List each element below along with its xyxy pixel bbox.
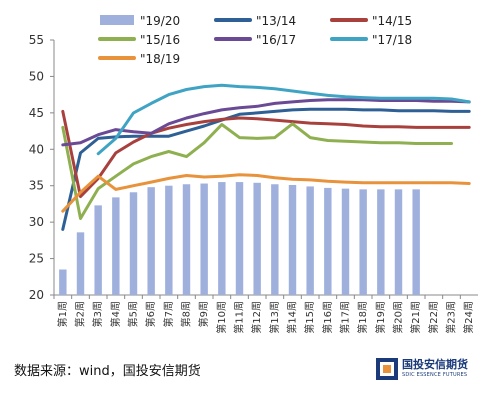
bar-19-20 xyxy=(288,184,297,295)
bar-19-20 xyxy=(200,183,208,295)
bar-19-20 xyxy=(182,184,191,295)
legend-label: "19/20 xyxy=(140,14,180,28)
bar-19-20 xyxy=(235,182,244,295)
y-tick-label: 55 xyxy=(29,33,44,47)
x-tick-label: 第1周 xyxy=(56,301,69,327)
x-tick-label: 第22周 xyxy=(427,301,440,334)
bar-19-20 xyxy=(165,185,173,295)
series-line-2 xyxy=(61,122,453,220)
x-tick-label: 第12周 xyxy=(250,301,263,334)
x-tick-label: 第7周 xyxy=(162,301,175,327)
bar-19-20 xyxy=(253,182,261,295)
logo-name-cn: 国投安信期货 xyxy=(402,358,468,371)
bar-19-20 xyxy=(112,197,120,295)
legend: "19/20 "13/14 "14/15 "15/16 "16/17 "17/18 "18/… xyxy=(98,14,412,66)
legend-label: "18/19 xyxy=(140,52,180,66)
y-tick-label: 30 xyxy=(29,215,44,229)
series-line-0 xyxy=(61,107,471,231)
bar-19-20 xyxy=(271,184,279,295)
bar-19-20 xyxy=(94,205,102,295)
x-tick-label: 第5周 xyxy=(127,301,140,327)
x-tick-label: 第4周 xyxy=(109,301,122,327)
logo-mark-icon xyxy=(376,358,398,380)
bar-19-20 xyxy=(359,189,367,295)
bar-19-20 xyxy=(341,188,350,295)
chart: 20 25 30 35 40 45 50 55 第1周 第2周 第3周 第4周 第5周 第6周 第7周 第8… xyxy=(29,14,478,334)
series-line-3 xyxy=(61,98,471,147)
x-tick-label: 第11周 xyxy=(233,301,246,334)
x-tick-label: 第23周 xyxy=(445,301,458,334)
bar-19-20 xyxy=(412,189,420,295)
bar-series xyxy=(59,182,420,295)
y-tick-label: 25 xyxy=(29,252,44,266)
x-tick-label: 第19周 xyxy=(374,301,387,334)
legend-swatch xyxy=(100,15,134,25)
legend-label: "14/15 xyxy=(372,14,412,28)
x-tick-label: 第18周 xyxy=(356,301,369,334)
x-tick-label: 第17周 xyxy=(339,301,352,334)
x-tick-label: 第9周 xyxy=(197,301,210,327)
x-tick-label: 第15周 xyxy=(303,301,316,334)
bar-19-20 xyxy=(377,189,385,295)
logo-name-en: SDIC ESSENCE FUTURES xyxy=(402,372,468,378)
legend-label: "13/14 xyxy=(256,14,296,28)
legend-label: "16/17 xyxy=(256,33,296,47)
x-tick-label: 第24周 xyxy=(462,301,475,334)
y-tick-label: 50 xyxy=(29,69,44,83)
x-tick-label: 第6周 xyxy=(144,301,157,327)
x-tick-label: 第13周 xyxy=(268,301,281,334)
y-tick-label: 35 xyxy=(29,179,44,193)
x-tick-label: 第16周 xyxy=(321,301,334,334)
x-tick-label: 第10周 xyxy=(215,301,228,334)
x-tick-label: 第8周 xyxy=(180,301,193,327)
x-axis: 第1周 第2周 第3周 第4周 第5周 第6周 第7周 第8周 第9周 第10周 第11周 第12周第… xyxy=(53,294,478,334)
bar-19-20 xyxy=(147,187,155,295)
bar-19-20 xyxy=(394,189,403,295)
bar-19-20 xyxy=(306,186,314,295)
y-tick-label: 45 xyxy=(29,106,44,120)
bar-19-20 xyxy=(324,187,332,295)
legend-label: "15/16 xyxy=(140,33,180,47)
y-tick-label: 20 xyxy=(29,288,44,302)
x-tick-label: 第14周 xyxy=(286,301,299,334)
y-axis: 20 25 30 35 40 45 50 55 xyxy=(29,33,55,302)
x-tick-label: 第2周 xyxy=(74,301,87,327)
x-tick-label: 第3周 xyxy=(91,301,104,327)
bar-19-20 xyxy=(129,192,138,295)
bar-19-20 xyxy=(218,182,226,295)
series-line-1 xyxy=(61,109,471,199)
line-series xyxy=(61,83,471,231)
brand-logo: 国投安信期货 SDIC ESSENCE FUTURES xyxy=(376,356,486,386)
source-note: 数据来源：wind，国投安信期货 xyxy=(14,364,201,379)
y-tick-label: 40 xyxy=(29,142,44,156)
x-tick-label: 第20周 xyxy=(392,301,405,334)
series-line-5 xyxy=(61,173,471,213)
legend-label: "17/18 xyxy=(372,33,412,47)
series-line-4 xyxy=(96,83,471,156)
bar-19-20 xyxy=(59,269,67,295)
x-tick-label: 第21周 xyxy=(409,301,422,334)
bar-19-20 xyxy=(76,232,85,295)
